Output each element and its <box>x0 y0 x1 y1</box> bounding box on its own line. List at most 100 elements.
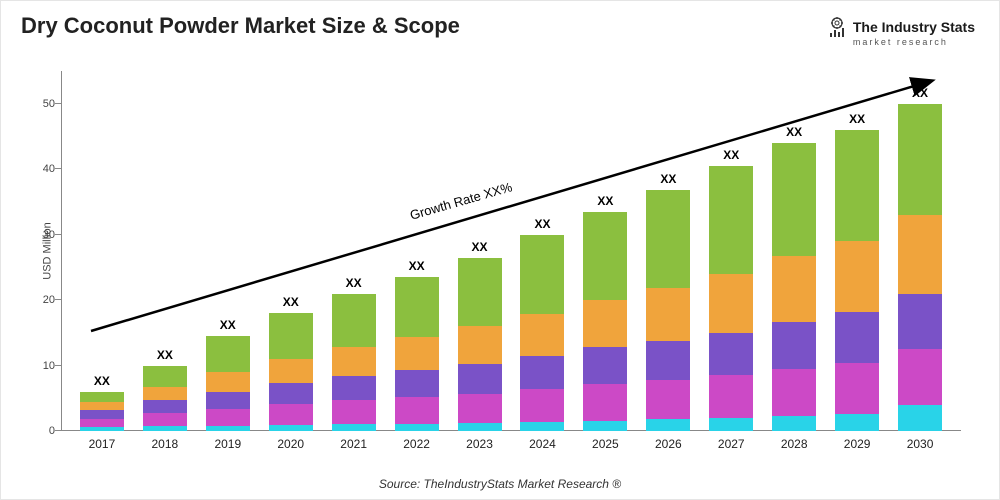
page-root: Dry Coconut Powder Market Size & Scope T… <box>0 0 1000 500</box>
bar-segment <box>772 416 816 431</box>
bar-value-label: XX <box>849 112 865 126</box>
bar-segment <box>143 387 187 400</box>
bar-segment <box>269 359 313 383</box>
bar-stack: XX <box>80 392 124 431</box>
y-tick-label: 30 <box>31 229 55 241</box>
bar-value-label: XX <box>660 172 676 186</box>
bar-segment <box>709 274 753 333</box>
bar-segment <box>395 337 439 370</box>
bar-segment <box>772 256 816 321</box>
bar-stack: XX <box>772 143 816 431</box>
bar-segment <box>583 384 627 421</box>
x-tick-label: 2027 <box>718 437 745 451</box>
bar-segment <box>80 410 124 419</box>
x-tick-label: 2028 <box>781 437 808 451</box>
bar-segment <box>709 333 753 376</box>
bar-segment <box>80 419 124 428</box>
bar-segment <box>835 363 879 414</box>
bar-segment <box>143 426 187 431</box>
x-tick-label: 2020 <box>277 437 304 451</box>
x-tick-label: 2022 <box>403 437 430 451</box>
bar-segment <box>583 421 627 431</box>
bar-segment <box>206 426 250 431</box>
brand-logo: The Industry Stats market research <box>825 15 975 47</box>
bar-segment <box>332 294 376 348</box>
bar-segment <box>835 241 879 312</box>
bar-segment <box>835 130 879 241</box>
bar-value-label: XX <box>912 86 928 100</box>
bar-segment <box>646 419 690 431</box>
bar-segment <box>395 424 439 431</box>
bar-segment <box>80 392 124 402</box>
bar-segment <box>583 347 627 384</box>
bar-segment <box>583 300 627 347</box>
bar-segment <box>772 322 816 369</box>
x-tick-label: 2023 <box>466 437 493 451</box>
bar-value-label: XX <box>597 194 613 208</box>
bar-segment <box>835 414 879 431</box>
bar-stack: XX <box>520 235 564 431</box>
bar-segment <box>206 392 250 409</box>
bar-value-label: XX <box>472 240 488 254</box>
bar-stack: XX <box>898 104 942 431</box>
bar-segment <box>269 313 313 359</box>
bar-value-label: XX <box>723 148 739 162</box>
bar-segment <box>772 143 816 256</box>
bars-container: XX2017XX2018XX2019XX2020XX2021XX2022XX20… <box>61 71 961 431</box>
y-tick-label: 10 <box>31 360 55 372</box>
bar-value-label: XX <box>786 125 802 139</box>
bar-segment <box>458 364 502 393</box>
x-tick-label: 2026 <box>655 437 682 451</box>
bar-segment <box>80 402 124 410</box>
bar-stack: XX <box>269 313 313 431</box>
bar-value-label: XX <box>220 318 236 332</box>
gear-chart-icon <box>825 15 849 39</box>
brand-name: The Industry Stats <box>853 19 975 35</box>
x-tick-label: 2017 <box>89 437 116 451</box>
bar-value-label: XX <box>409 259 425 273</box>
bar-segment <box>709 375 753 418</box>
y-tick-label: 50 <box>31 98 55 110</box>
bar-segment <box>520 389 564 422</box>
bar-segment <box>898 294 942 350</box>
bar-segment <box>835 312 879 363</box>
bar-segment <box>143 366 187 388</box>
bar-segment <box>898 104 942 215</box>
bar-stack: XX <box>583 212 627 431</box>
bar-segment <box>395 397 439 424</box>
bar-segment <box>206 372 250 392</box>
bar-segment <box>898 215 942 294</box>
x-tick-label: 2030 <box>907 437 934 451</box>
bar-segment <box>520 314 564 357</box>
bar-segment <box>143 413 187 426</box>
bar-segment <box>458 394 502 423</box>
brand-sub: market research <box>853 37 975 47</box>
bar-stack: XX <box>206 336 250 431</box>
bar-segment <box>395 277 439 337</box>
bar-stack: XX <box>395 277 439 431</box>
x-tick-label: 2025 <box>592 437 619 451</box>
bar-stack: XX <box>332 294 376 431</box>
x-tick-label: 2018 <box>152 437 179 451</box>
bar-segment <box>898 349 942 405</box>
bar-segment <box>269 404 313 425</box>
bar-segment <box>80 427 124 431</box>
x-tick-label: 2029 <box>844 437 871 451</box>
bar-segment <box>458 423 502 431</box>
bar-segment <box>395 370 439 397</box>
bar-segment <box>332 347 376 376</box>
bar-value-label: XX <box>283 295 299 309</box>
bar-segment <box>458 258 502 327</box>
bar-segment <box>332 400 376 424</box>
bar-segment <box>646 190 690 288</box>
bar-value-label: XX <box>157 348 173 362</box>
y-tick-label: 40 <box>31 163 55 175</box>
x-tick-label: 2024 <box>529 437 556 451</box>
bar-stack: XX <box>709 166 753 431</box>
bar-segment <box>520 235 564 314</box>
bar-segment <box>206 409 250 426</box>
y-tick-label: 0 <box>31 425 55 437</box>
bar-segment <box>520 356 564 389</box>
bar-stack: XX <box>143 366 187 431</box>
brand-logo-top: The Industry Stats <box>825 15 975 39</box>
